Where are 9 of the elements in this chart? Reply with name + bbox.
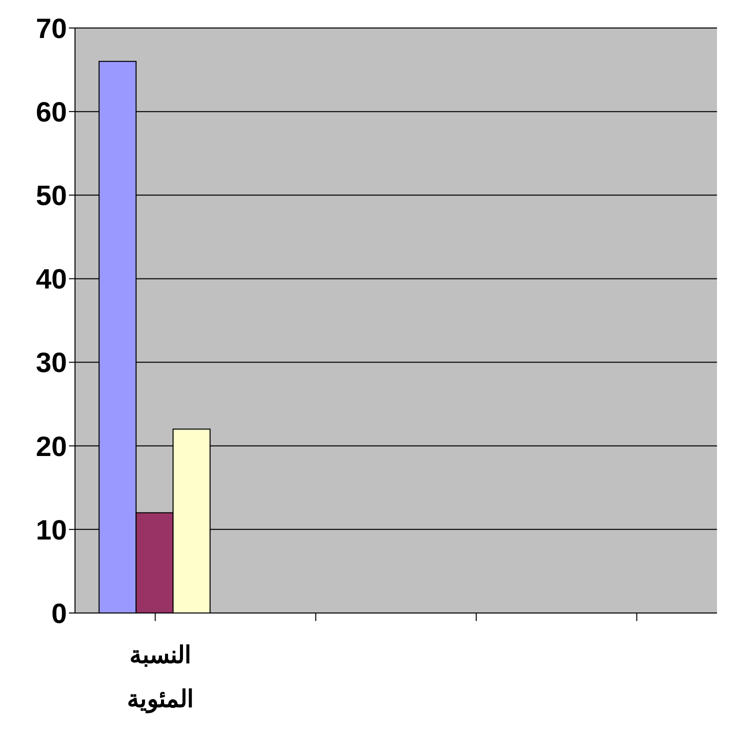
- y-tick-label: 0: [51, 598, 67, 629]
- y-tick-label: 10: [36, 514, 67, 546]
- y-tick-label: 70: [36, 12, 67, 44]
- y-tick-label: 40: [36, 264, 67, 295]
- x-tick-label: النسبة المئوية: [126, 642, 194, 714]
- y-tick-label: 20: [36, 430, 67, 462]
- y-tick-label: 60: [36, 96, 67, 128]
- y-tick-label: 30: [36, 347, 67, 378]
- y-tick-label: 50: [36, 180, 67, 212]
